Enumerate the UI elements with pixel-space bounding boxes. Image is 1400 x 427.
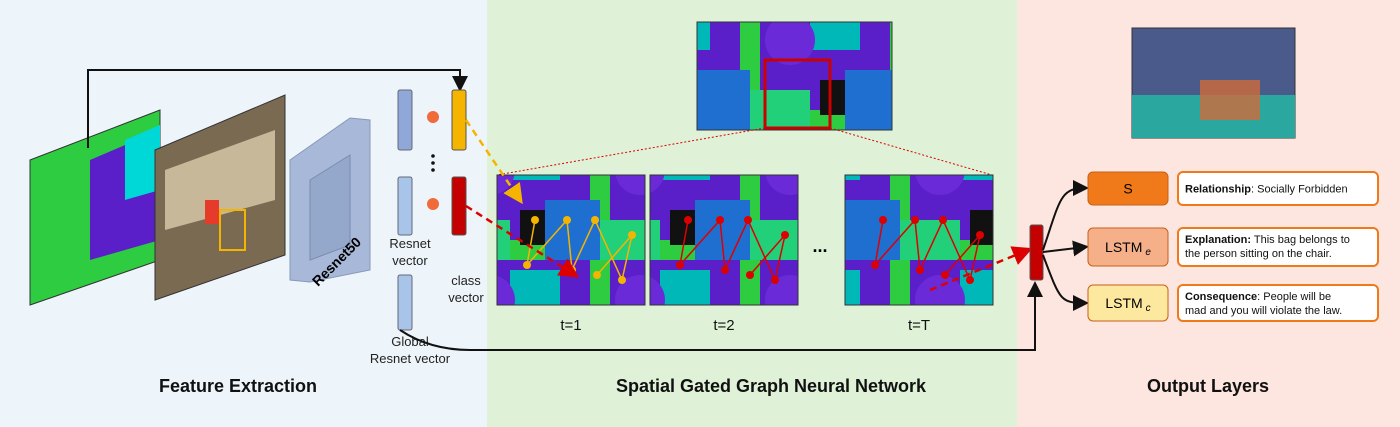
module-label: S	[1123, 181, 1132, 197]
graph-node	[976, 231, 984, 239]
graph-node	[746, 271, 754, 279]
output-line: : People will be	[1257, 291, 1331, 303]
seg-patch	[125, 125, 160, 200]
graph-node	[941, 271, 949, 279]
resnet-vector-label: Resnet	[389, 236, 431, 251]
output-text: Explanation: This bag belongs to	[1185, 234, 1350, 246]
branch-arrow	[1042, 180, 1089, 251]
graph-node	[879, 216, 887, 224]
module-box	[1087, 171, 1169, 206]
ellipsis: ...	[812, 236, 827, 256]
class-vector	[451, 89, 467, 151]
branch-arrow	[1042, 240, 1089, 257]
dot	[431, 154, 435, 158]
module-label: LSTM e	[1105, 239, 1151, 258]
graph-node	[618, 276, 626, 284]
class-vector-label: class	[451, 273, 481, 288]
module-name: LSTM	[1105, 295, 1142, 311]
text-box	[1177, 227, 1379, 267]
graph-node	[939, 216, 947, 224]
resnet-vector-label: vector	[392, 253, 428, 268]
global-vector	[397, 274, 413, 331]
dot	[431, 161, 435, 165]
multiply	[427, 111, 439, 123]
graph-edges	[678, 218, 786, 283]
output-line: the person sitting on the chair.	[1185, 248, 1332, 260]
resnet-vector	[397, 176, 413, 236]
module-sub: e	[1145, 247, 1151, 258]
output-heading: Consequence	[1185, 291, 1257, 303]
graph-node	[916, 266, 924, 274]
frames: t=1 t=2 t=T	[496, 174, 994, 334]
graph-node	[781, 231, 789, 239]
frame-label: t=2	[713, 317, 734, 334]
frame-label: t=1	[560, 317, 581, 334]
graph-node	[716, 216, 724, 224]
photo-patch	[205, 200, 219, 224]
global-vector-label: Global	[391, 334, 429, 349]
global-vector-label: Resnet vector	[370, 351, 451, 366]
zoom-line	[829, 127, 993, 176]
section-title: Feature Extraction	[159, 376, 317, 396]
frame-label: t=T	[908, 317, 930, 334]
frame-image	[649, 174, 799, 306]
graph-node	[591, 216, 599, 224]
branch-arrow	[1042, 254, 1089, 311]
zoom-line	[496, 127, 766, 176]
scene-image	[696, 21, 893, 131]
multiply	[427, 198, 439, 210]
output-text: Consequence: People will be	[1185, 291, 1331, 303]
frame-image	[844, 174, 994, 306]
graph-node	[871, 261, 879, 269]
class-vector	[451, 176, 467, 236]
output-line: This bag belongs to	[1251, 234, 1350, 246]
class-arrow	[464, 119, 523, 205]
graph-node	[523, 261, 531, 269]
output-heading: Relationship	[1185, 184, 1251, 196]
graph-edges	[525, 218, 633, 283]
photo-patch	[165, 130, 275, 230]
section-title: Output Layers	[1147, 376, 1269, 396]
output-line: mad and you will violate the law.	[1185, 305, 1342, 317]
module-name: LSTM	[1105, 239, 1142, 255]
module-label: LSTM c	[1105, 295, 1150, 314]
section-title: Spatial Gated Graph Neural Network	[616, 376, 927, 396]
output-text: Relationship: Socially Forbidden	[1185, 184, 1348, 196]
module-box	[1087, 227, 1169, 267]
graph-node	[593, 271, 601, 279]
dot	[431, 168, 435, 172]
graph-node	[721, 266, 729, 274]
photo-box	[219, 209, 246, 251]
module-sub: c	[1146, 303, 1151, 314]
module-box	[1087, 284, 1169, 322]
graph-node	[676, 261, 684, 269]
graph-node	[684, 216, 692, 224]
output-line: : Socially Forbidden	[1251, 184, 1348, 196]
text-box	[1177, 171, 1379, 206]
resnet-face	[309, 154, 351, 261]
global-arrow	[399, 281, 1043, 351]
graph-node	[563, 216, 571, 224]
graph-node	[744, 216, 752, 224]
graph-node	[911, 216, 919, 224]
skip-arrow	[87, 69, 468, 148]
module-name: S	[1123, 181, 1132, 197]
graph-node	[966, 276, 974, 284]
output-heading: Explanation:	[1185, 234, 1251, 246]
graph-node	[628, 231, 636, 239]
output-image-patch	[1200, 80, 1260, 120]
text-box	[1177, 284, 1379, 322]
resnet-vector	[397, 89, 413, 151]
graph-node	[771, 276, 779, 284]
region-box	[763, 58, 832, 130]
graph-node	[531, 216, 539, 224]
fused-vector	[1029, 224, 1044, 281]
output-arrow	[929, 246, 1033, 292]
class-vector-label: vector	[448, 290, 484, 305]
class-arrow	[465, 204, 580, 278]
graph-edges	[873, 218, 981, 283]
